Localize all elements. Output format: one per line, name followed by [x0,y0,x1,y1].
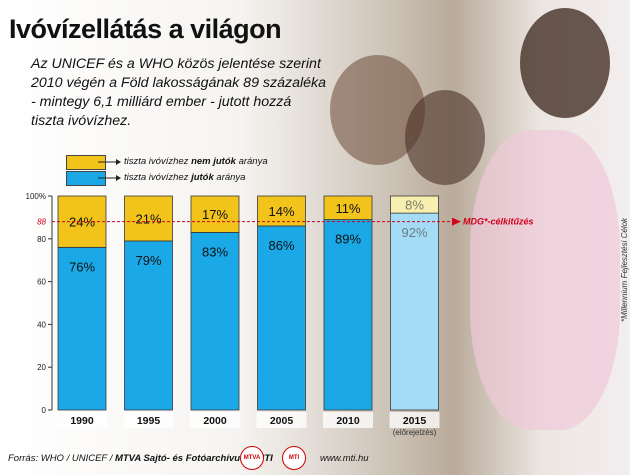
bar-access [390,212,439,411]
data-label-no-access: 8% [405,198,424,213]
legend-label-no-access: tiszta ivóvízhez nem jutók aránya [124,156,268,167]
y-tick-label: 0 [42,406,47,415]
data-label-access: 86% [268,238,294,253]
category-label: 1995 [137,415,161,427]
legend-label-access: tiszta ivóvízhez jutók aránya [124,172,246,183]
data-label-access: 92% [401,225,427,240]
bar-access [190,231,240,411]
subtitle-line: - mintegy 6,1 milliárd ember - jutott ho… [31,94,292,110]
photo-background-shape [470,130,620,430]
target-label: MDG*-célkitűzés [463,217,534,227]
mtva-logo: MTVA [240,446,264,470]
data-label-access: 83% [202,244,228,259]
side-note: *Millennium Fejlesztési Célok [620,217,629,322]
page-title: Ivóvízellátás a világon [9,14,282,44]
category-label: 2000 [203,415,227,427]
subtitle: Az UNICEF és a WHO közös jelentése szeri… [31,55,351,131]
target-tick-label: 88 [37,218,46,227]
bar-access [257,225,306,411]
photo-background-shape [405,90,485,185]
y-tick-label: 100% [26,192,46,201]
bar-no-access [190,195,240,233]
credit-link[interactable]: www.mti.hu [320,453,369,464]
y-tick-label: 60 [37,278,46,287]
category-label: 2015 [403,415,427,427]
mti-logo: MTI [282,446,306,470]
y-tick-label: 80 [37,235,46,244]
subtitle-line: 2010 végén a Föld lakosságának 89 százal… [31,75,326,91]
data-label-no-access: 11% [335,201,360,216]
category-note: (előrejelzés) [393,428,437,437]
category-label-background [323,412,373,428]
bar-access [323,219,373,411]
category-label-background [123,412,174,428]
target-arrow [452,217,461,226]
bar-access [57,246,107,411]
legend-arrows [98,159,121,181]
data-label-access: 76% [69,259,95,274]
category-label: 2010 [336,415,360,427]
data-label-no-access: 17% [202,207,228,222]
category-label: 1990 [70,415,94,427]
category-label-background [57,412,107,428]
category-label-background [190,412,240,428]
y-tick-label: 40 [37,320,46,329]
category-label: 2005 [270,415,294,427]
bar-no-access [257,195,306,227]
subtitle-line: tiszta ivóvízhez. [31,113,132,129]
data-label-no-access: 21% [135,211,161,226]
photo-background-shape [520,8,610,118]
category-label-background [389,412,440,428]
bar-no-access [323,195,373,220]
data-label-access: 79% [135,253,161,268]
category-label-background [256,412,307,428]
data-label-access: 89% [335,232,361,247]
data-label-no-access: 14% [268,204,294,219]
bar-no-access [390,195,439,214]
subtitle-line: Az UNICEF és a WHO közös jelentése szeri… [31,56,321,72]
y-tick-label: 20 [37,363,46,372]
bar-access [124,240,173,411]
bar-no-access [124,195,173,242]
source-text: Forrás: WHO / UNICEF / MTVA Sajtó- és Fo… [8,453,273,464]
